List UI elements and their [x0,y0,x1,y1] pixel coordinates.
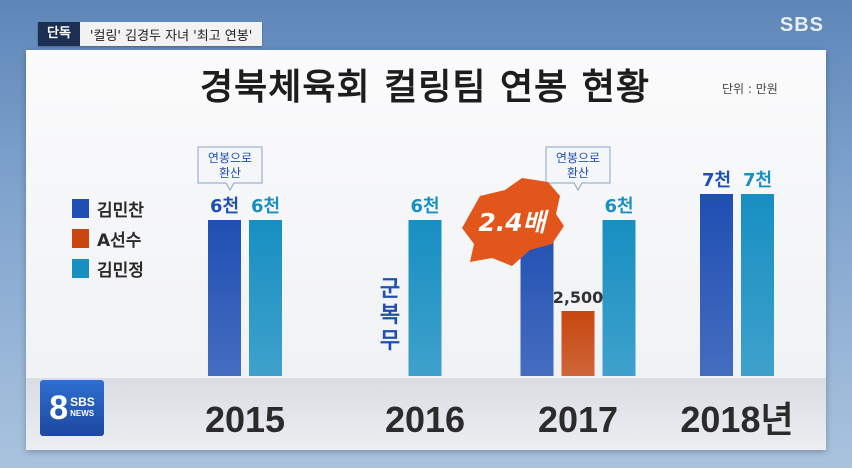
news-headline: '컬링' 김경두 자녀 '최고 연봉' [89,28,253,44]
sbs-watermark: SBS [779,14,824,36]
annotation-converted-2015-bubble [197,146,263,192]
annotation-converted-2017: 연봉으로 환산 [556,151,600,180]
legend-swatch [72,228,89,248]
year-tick-label: 2018년 [680,399,793,440]
annotation-converted-2017-bubble [545,146,611,192]
legend-item: A선수 [72,223,144,253]
bar-data-label: 7천 [702,170,731,191]
annotation-converted-2015: 연봉으로 환산 [208,151,252,180]
exclusive-tag: 단독 [38,22,80,46]
year-tick-label: 2016 [385,399,465,440]
chart-floor [26,378,826,450]
annotation-multiplier: 2.4배 [478,208,549,237]
legend-item: 김민정 [72,253,144,283]
year-tick-label: 2015 [205,399,285,440]
bar-김민정-2017 [602,220,636,376]
logo-number: 8 [49,388,69,427]
bar-김민정-2015 [249,220,282,376]
logo-news: NEWS [70,409,95,418]
news-topbar: 단독 '컬링' 김경두 자녀 '최고 연봉' [38,22,263,46]
year-tick-label: 2017 [538,399,618,440]
logo-sbs: SBS [70,395,95,409]
bar-data-label: 2,500 [553,288,604,307]
bar-김민찬-2015 [208,220,241,376]
legend-item: 김민찬 [72,193,144,223]
bar-data-label: 6천 [604,196,633,217]
bar-A선수-2017 [561,311,595,376]
bar-김민정-2018년 [741,194,774,376]
bar-김민찬-2018년 [700,194,733,376]
bar-김민정-2016 [408,220,442,376]
legend-label: 김민찬 [97,200,144,221]
legend-label: 김민정 [97,260,144,281]
bar-data-label: 6천 [210,196,239,217]
bar-data-label: 6천 [410,196,439,217]
unit-label: 단위 : 만원 [722,82,778,96]
logo-text: SBS NEWS [70,396,95,420]
legend-label: A선수 [97,230,142,251]
bar-data-label: 6천 [251,196,280,217]
chart-title: 경북체육회 컬링팀 연봉 현황 [200,67,651,108]
chart-legend: 김민찬 A선수 김민정 [72,193,144,283]
legend-swatch [72,258,89,278]
legend-swatch [72,198,89,218]
bar-data-label: 7천 [743,170,772,191]
multiplier-burst [462,178,564,266]
sbs-8-news-logo: 8 SBS NEWS [40,380,104,436]
